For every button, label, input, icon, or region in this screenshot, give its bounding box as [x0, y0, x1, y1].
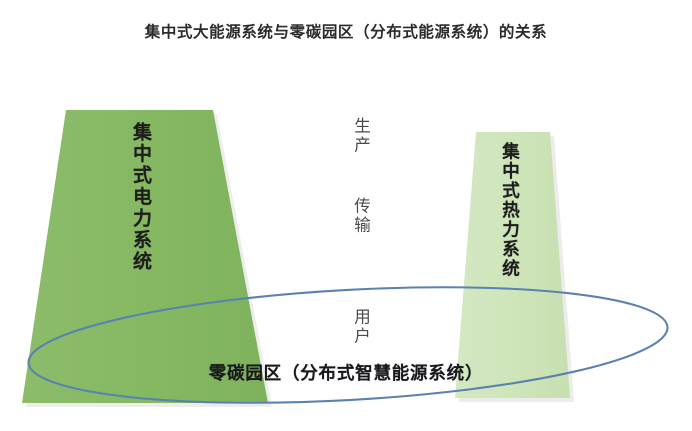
zero-carbon-park-caption: 零碳园区（分布式智慧能源系统）: [208, 363, 484, 383]
zero-carbon-ellipse[interactable]: [25, 272, 670, 418]
page-title: 集中式大能源系统与零碳园区（分布式能源系统）的关系: [144, 24, 548, 41]
thermal-trapezoid[interactable]: [455, 132, 570, 398]
stage-label-user: 用户: [351, 308, 371, 346]
stage-label-transmission: 传输: [351, 197, 371, 235]
thermal-system-label: 集中式热力系统: [500, 142, 521, 279]
stage-label-production: 生产: [351, 117, 371, 155]
power-trapezoid[interactable]: [22, 110, 268, 403]
power-system-label: 集中式电力系统: [130, 122, 151, 273]
